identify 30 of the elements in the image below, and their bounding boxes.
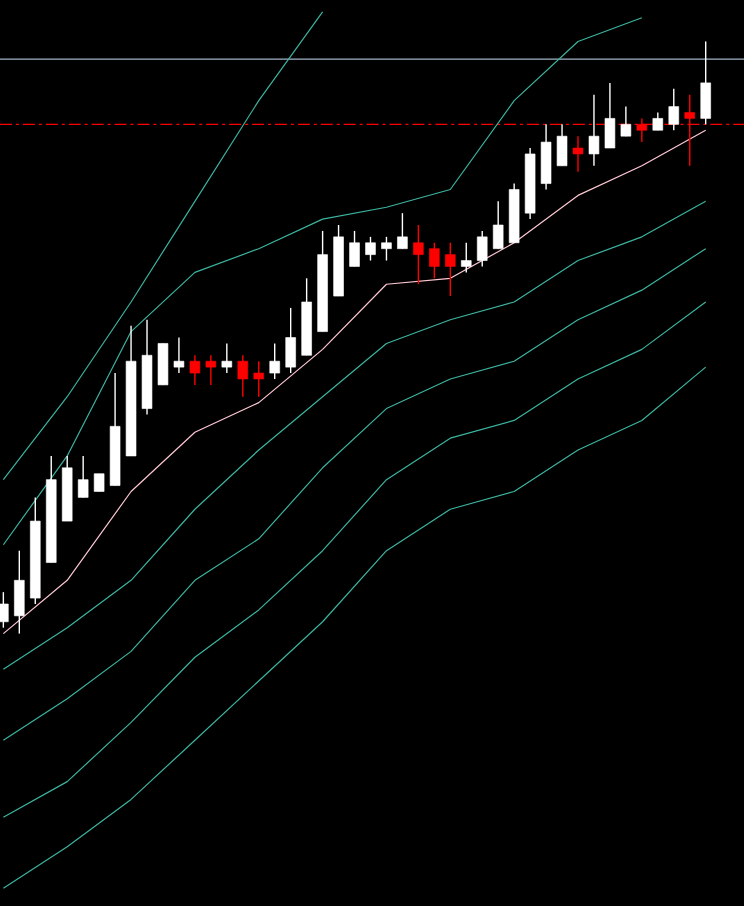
candlestick xyxy=(476,230,488,268)
candlestick xyxy=(285,307,296,374)
candlestick xyxy=(445,242,456,297)
candlestick xyxy=(205,354,217,386)
candlestick xyxy=(604,82,616,149)
candlestick xyxy=(461,242,472,274)
candlestick xyxy=(189,354,201,386)
candlestick xyxy=(157,342,169,386)
candlestick xyxy=(381,236,392,262)
candlestick xyxy=(221,342,233,374)
candlestick xyxy=(349,230,360,268)
candlestick xyxy=(556,123,568,167)
candlestick xyxy=(397,212,408,250)
candlestick xyxy=(14,550,25,635)
candlestick xyxy=(620,105,632,137)
candlestick xyxy=(237,354,249,398)
candlestick xyxy=(540,123,552,191)
candlestick xyxy=(173,336,185,374)
candlestick xyxy=(269,342,280,380)
candlestick xyxy=(700,40,711,126)
candlestick xyxy=(365,236,376,262)
candlestick xyxy=(0,591,9,629)
candlestick xyxy=(492,200,504,250)
candlestick xyxy=(413,224,424,285)
candlestick xyxy=(572,135,584,173)
candlestick xyxy=(77,455,89,499)
candlestick xyxy=(253,360,264,398)
candlestick xyxy=(588,94,600,167)
candlestick xyxy=(668,88,680,131)
candlestick xyxy=(429,242,440,279)
